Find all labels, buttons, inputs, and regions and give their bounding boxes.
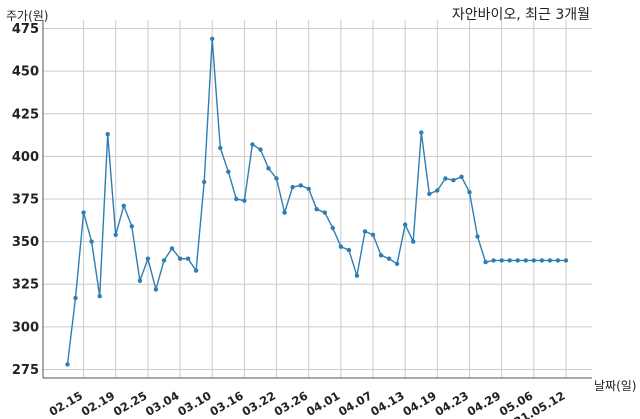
data-point [419, 130, 424, 135]
data-point [298, 183, 303, 188]
data-point [97, 294, 102, 299]
data-point [169, 246, 175, 251]
data-point [386, 256, 392, 261]
x-tick-label: 02.25 [111, 388, 150, 418]
data-point [523, 258, 528, 263]
data-point [475, 234, 480, 239]
data-point [314, 207, 319, 212]
data-point [403, 222, 408, 227]
data-point [531, 258, 536, 263]
y-tick-label: 475 [12, 22, 39, 37]
data-point [290, 184, 295, 190]
grid-lines [43, 20, 592, 378]
x-tick-label: 03.26 [272, 388, 311, 418]
data-point [370, 232, 376, 237]
data-point [250, 142, 255, 147]
data-point [435, 188, 440, 193]
data-point [282, 210, 287, 215]
y-tick-label: 450 [12, 65, 39, 80]
x-tick-label: 04.13 [368, 388, 407, 418]
data-point [547, 258, 553, 263]
x-tick-label: 03.10 [175, 388, 214, 418]
data-point [306, 186, 311, 191]
data-point [467, 190, 472, 195]
data-point [507, 258, 512, 263]
data-point [346, 247, 352, 253]
x-tick-label: 04.01 [304, 388, 343, 418]
data-point [65, 362, 70, 367]
data-point [177, 256, 183, 261]
chart-title: 자안바이오, 최근 3개월 [452, 7, 590, 23]
x-axis-label: 날짜(일) [594, 379, 636, 393]
x-tick-label: 04.23 [432, 388, 471, 418]
data-point [73, 295, 78, 301]
data-point [137, 278, 143, 283]
data-point [234, 196, 239, 202]
data-point [539, 258, 545, 263]
y-tick-labels: 275 300 325 350 375 400 425 450 475 [12, 22, 39, 378]
y-tick-label: 425 [12, 107, 39, 122]
y-tick-label: 275 [12, 363, 39, 378]
x-tick-label: 02.19 [79, 388, 118, 418]
data-point [555, 258, 561, 263]
data-point [129, 224, 134, 229]
price-line [66, 38, 566, 365]
data-point [185, 256, 191, 261]
data-point [105, 132, 110, 137]
y-axis-label: 주가(원) [6, 9, 48, 23]
data-point [563, 258, 569, 263]
data-point [113, 232, 118, 237]
y-tick-label: 400 [12, 150, 39, 165]
data-point [483, 259, 488, 265]
x-tick-labels: 02.1502.1902.2503.0403.1003.1603.2203.26… [47, 388, 568, 419]
data-point [451, 178, 456, 183]
data-point [378, 253, 384, 258]
data-point [322, 210, 327, 215]
price-series [65, 36, 569, 367]
data-point [274, 176, 279, 181]
data-point [258, 147, 263, 152]
data-point [491, 258, 496, 263]
data-point [210, 36, 215, 41]
data-point [427, 191, 432, 197]
data-point [153, 287, 159, 292]
data-point [193, 268, 199, 273]
data-point [145, 256, 151, 261]
data-point [459, 174, 464, 179]
data-point [354, 273, 360, 278]
y-tick-label: 300 [12, 320, 39, 335]
data-point [121, 203, 127, 208]
x-tick-label: 02.15 [47, 388, 86, 418]
x-tick-label: 04.19 [400, 388, 439, 418]
data-point [89, 239, 94, 244]
y-tick-label: 375 [12, 193, 39, 208]
data-point [202, 179, 207, 185]
data-point [218, 145, 223, 151]
data-point [242, 198, 247, 203]
data-point [411, 239, 416, 244]
data-point [515, 258, 520, 263]
data-point [81, 210, 86, 215]
data-point [443, 176, 448, 181]
data-point [362, 229, 368, 234]
data-point [338, 244, 344, 249]
data-point [226, 169, 231, 174]
data-point [266, 166, 271, 171]
x-tick-label: 03.22 [240, 388, 279, 418]
x-tick-label: 03.04 [143, 388, 182, 418]
x-tick-label: 04.07 [336, 388, 375, 418]
data-point [394, 261, 400, 266]
x-tick-label: 03.16 [207, 388, 246, 418]
axes [42, 20, 592, 379]
data-point [330, 225, 335, 231]
data-point [499, 258, 504, 263]
y-tick-label: 325 [12, 278, 39, 293]
x-tick-label: 04.29 [465, 388, 504, 418]
y-tick-label: 350 [12, 235, 39, 250]
data-point [161, 258, 167, 263]
